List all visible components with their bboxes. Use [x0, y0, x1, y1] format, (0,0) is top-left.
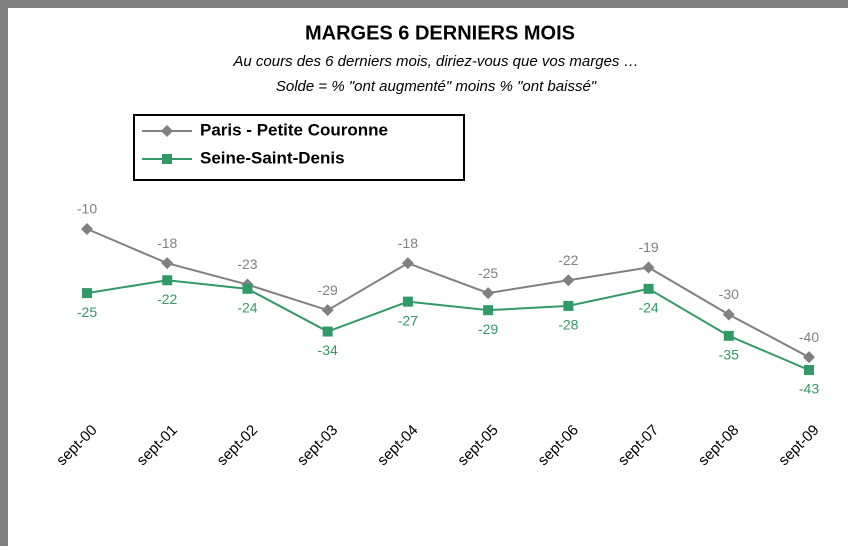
data-point [482, 287, 495, 300]
data-point [242, 283, 253, 294]
data-label: -19 [638, 239, 658, 255]
data-point [161, 257, 174, 270]
data-point [402, 296, 413, 307]
data-label: -24 [638, 300, 658, 316]
data-label: -25 [478, 265, 498, 281]
chart-subtitle: Au cours des 6 derniers mois, diriez-vou… [232, 53, 638, 70]
data-point [803, 351, 815, 364]
data-point [723, 330, 734, 341]
data-point [643, 283, 654, 294]
data-label: -23 [237, 256, 257, 272]
data-point [563, 300, 574, 311]
data-label: -28 [558, 317, 578, 333]
data-label: -35 [719, 347, 739, 363]
data-label: -34 [318, 342, 338, 358]
data-point [82, 288, 92, 299]
legend-box [133, 114, 465, 181]
data-label: -25 [77, 304, 97, 320]
data-point [804, 365, 814, 375]
data-point [722, 308, 735, 321]
data-label: -24 [237, 300, 257, 316]
data-label: -22 [558, 252, 578, 268]
data-point [642, 261, 655, 274]
data-label: -43 [799, 381, 819, 397]
data-point [322, 326, 333, 337]
legend-marker [161, 125, 173, 137]
data-point [162, 275, 173, 286]
data-label: -29 [318, 282, 338, 298]
data-point [401, 257, 414, 270]
data-label: -29 [478, 321, 498, 337]
legend-label: Paris - Petite Couronne [200, 120, 388, 139]
data-label: -10 [77, 201, 97, 217]
series-line [86, 228, 810, 359]
legend-label: Seine-Saint-Denis [200, 148, 345, 167]
series-line [86, 279, 810, 371]
legend-marker [162, 154, 172, 164]
data-label: -40 [799, 329, 819, 345]
data-label: -30 [719, 286, 739, 302]
data-label: -22 [157, 291, 177, 307]
data-point [81, 223, 93, 235]
data-label: -18 [157, 235, 177, 251]
data-label: -18 [398, 235, 418, 251]
chart-subtitle: Solde = % "ont augmenté" moins % "ont ba… [276, 78, 597, 95]
data-point [321, 304, 334, 317]
data-label: -27 [398, 312, 418, 328]
data-point [562, 274, 575, 287]
data-point [483, 305, 494, 316]
chart-title: MARGES 6 DERNIERS MOIS [305, 22, 575, 44]
